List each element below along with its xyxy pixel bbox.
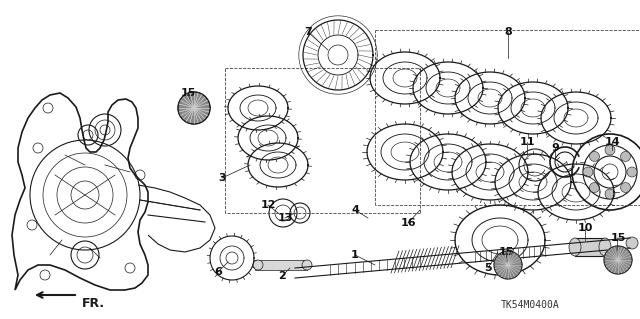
Text: 9: 9 — [551, 143, 559, 153]
Text: 2: 2 — [278, 271, 286, 281]
Text: 12: 12 — [260, 200, 276, 210]
Circle shape — [621, 182, 630, 193]
Text: 16: 16 — [400, 218, 416, 228]
Text: 15: 15 — [180, 88, 196, 98]
Text: 3: 3 — [218, 173, 226, 183]
Polygon shape — [178, 92, 210, 124]
Circle shape — [589, 182, 600, 193]
Text: 13: 13 — [277, 213, 292, 223]
Text: 1: 1 — [351, 250, 359, 260]
Text: FR.: FR. — [82, 297, 105, 310]
Circle shape — [627, 167, 637, 177]
Ellipse shape — [626, 237, 638, 249]
Circle shape — [605, 145, 615, 155]
Text: TK54M0400A: TK54M0400A — [500, 300, 559, 310]
Text: 15: 15 — [499, 247, 514, 257]
Polygon shape — [494, 251, 522, 279]
Circle shape — [605, 189, 615, 199]
Text: 6: 6 — [214, 267, 222, 277]
Circle shape — [589, 152, 600, 161]
Text: 7: 7 — [304, 27, 312, 37]
Text: 10: 10 — [577, 223, 593, 233]
Text: 15: 15 — [611, 233, 626, 243]
Text: 4: 4 — [351, 205, 359, 215]
Ellipse shape — [599, 238, 611, 256]
Ellipse shape — [253, 260, 263, 270]
Text: 11: 11 — [519, 137, 535, 147]
Polygon shape — [604, 246, 632, 274]
Circle shape — [583, 167, 593, 177]
Ellipse shape — [569, 238, 581, 256]
Polygon shape — [178, 92, 210, 124]
Text: 5: 5 — [484, 263, 492, 273]
Text: 8: 8 — [504, 27, 512, 37]
Ellipse shape — [302, 260, 312, 270]
Bar — [255, 260, 307, 270]
Circle shape — [621, 152, 630, 161]
Text: 14: 14 — [604, 137, 620, 147]
Bar — [575, 238, 605, 256]
